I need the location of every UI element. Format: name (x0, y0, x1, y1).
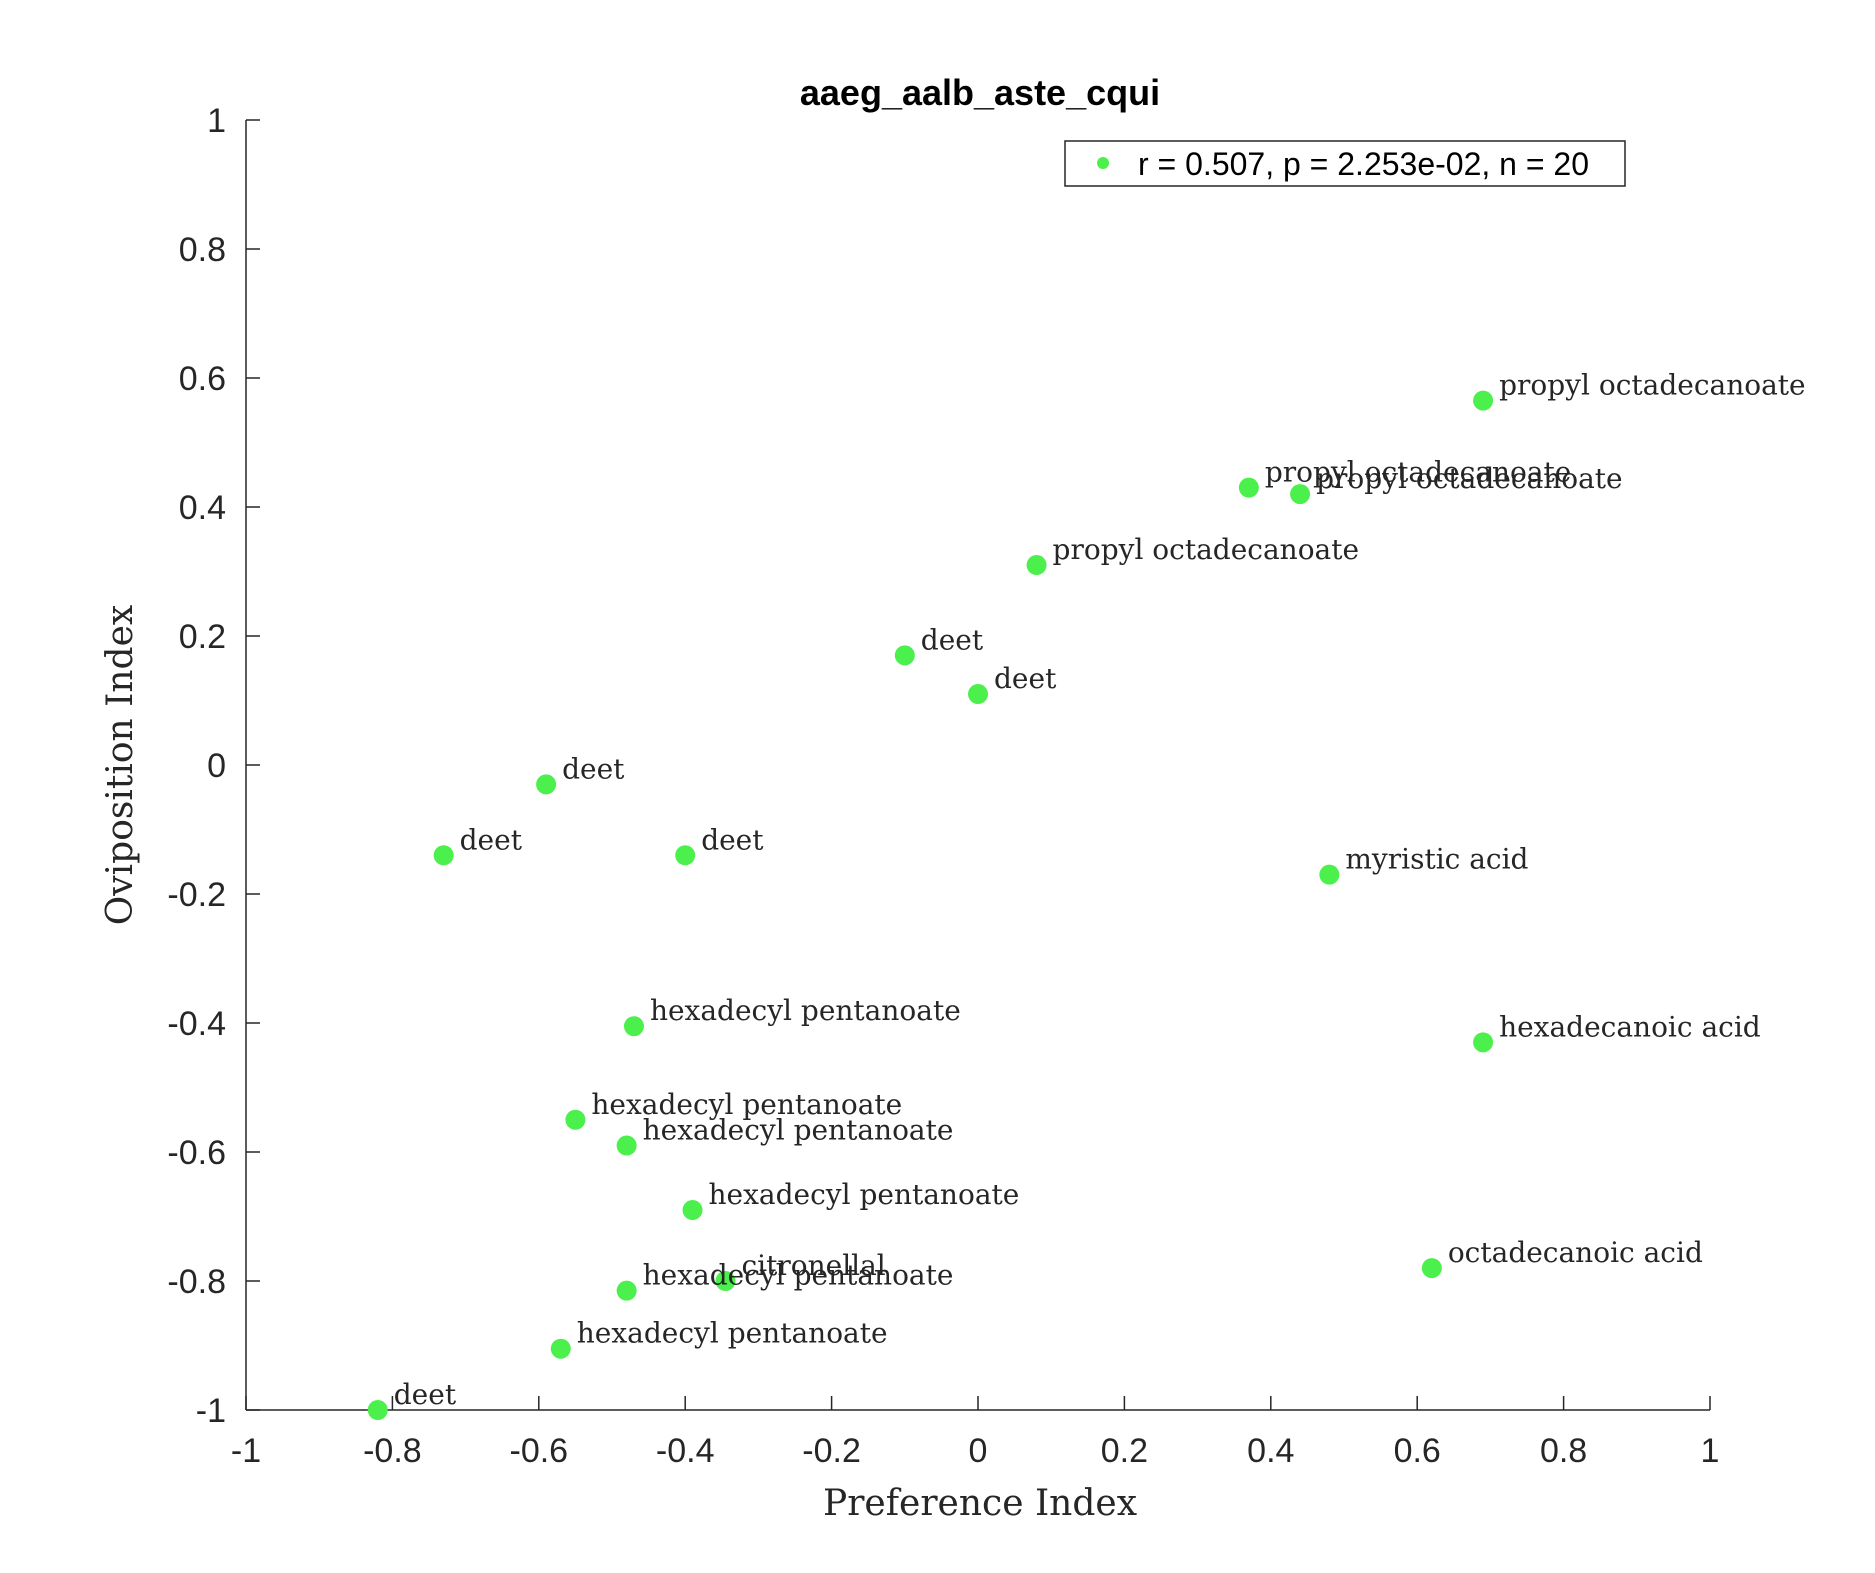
legend-entry: r = 0.507, p = 2.253e-02, n = 20 (1138, 146, 1589, 182)
y-tick-label: 1 (207, 102, 226, 140)
y-tick-label: -0.6 (167, 1134, 226, 1172)
y-tick-label: -0.2 (167, 876, 226, 914)
y-tick-label: 0.4 (179, 489, 226, 527)
point-label: hexadecyl pentanoate (643, 1114, 954, 1147)
point-label: hexadecyl pentanoate (709, 1178, 1020, 1211)
legend: r = 0.507, p = 2.253e-02, n = 20 (1064, 140, 1626, 187)
point-label: propyl octadecanoate (1499, 369, 1806, 402)
y-tick-label: -0.8 (167, 1263, 226, 1301)
point-label: hexadecyl pentanoate (643, 1259, 954, 1292)
legend-box (1064, 140, 1626, 187)
y-tick-label: -0.4 (167, 1005, 226, 1043)
y-axis-title: Oviposition Index (100, 605, 141, 925)
point-label: octadecanoic acid (1448, 1236, 1703, 1269)
data-point (968, 684, 988, 705)
point-label: deet (921, 623, 984, 656)
data-point (1473, 1032, 1494, 1053)
point-label: deet (394, 1378, 457, 1411)
data-point (623, 1016, 644, 1037)
point-label: hexadecyl pentanoate (650, 994, 961, 1027)
x-axis-title: Preference Index (823, 1483, 1137, 1524)
y-tick-label: 0.2 (179, 618, 226, 656)
axes: -1 -0.8 -0.6 -0.4 -0.2 0 0.2 0.4 0.6 0.8 1 -1 -0.8 -0… (167, 102, 1719, 1470)
point-label: propyl octadecanoate (1316, 462, 1623, 495)
point-label: hexadecanoic acid (1499, 1010, 1761, 1043)
data-point (894, 645, 915, 666)
data-point (1319, 864, 1340, 885)
point-label: hexadecyl pentanoate (591, 1088, 902, 1121)
point-label: propyl octadecanoate (1053, 533, 1360, 566)
data-point (536, 774, 557, 795)
chart-title: aaeg_aalb_aste_cqui (800, 72, 1160, 113)
legend-marker (1097, 157, 1109, 169)
data-point (1026, 555, 1047, 576)
x-tick-label: -0.4 (656, 1432, 715, 1470)
x-tick-label: 0 (969, 1432, 988, 1470)
point-label: deet (460, 823, 523, 856)
point-label: hexadecyl pentanoate (577, 1317, 888, 1350)
x-tick-label: 0.2 (1101, 1432, 1148, 1470)
point-label: deet (994, 662, 1057, 695)
y-tick-label: -1 (196, 1392, 226, 1430)
x-tick-label: -0.6 (510, 1432, 569, 1470)
data-point (616, 1280, 637, 1301)
data-point (715, 1271, 736, 1291)
data-point (550, 1338, 571, 1359)
data-point (1290, 484, 1311, 505)
data-point (1238, 477, 1259, 498)
x-tick-label: 1 (1701, 1432, 1720, 1470)
y-tick-label: 0 (207, 747, 226, 785)
y-tick-label: 0.8 (179, 231, 226, 269)
x-tick-label: -1 (231, 1432, 261, 1470)
point-label: propyl octadecanoate (1265, 456, 1572, 489)
data-point (1421, 1258, 1442, 1279)
x-tick-label: -0.2 (802, 1432, 861, 1470)
data-point (433, 845, 454, 866)
data-point (565, 1109, 586, 1130)
point-label: myristic acid (1345, 843, 1528, 876)
data-point (675, 845, 696, 866)
x-tick-label: 0.8 (1540, 1432, 1587, 1470)
y-tick-label: 0.6 (179, 360, 226, 398)
x-tick-label: -0.8 (363, 1432, 422, 1470)
data-point (616, 1135, 637, 1156)
data-point (682, 1200, 703, 1221)
point-label: deet (562, 752, 625, 785)
point-label: citronellal (741, 1249, 885, 1282)
data-point (1473, 390, 1494, 411)
data-points (367, 390, 1494, 1420)
x-tick-label: 0.4 (1247, 1432, 1294, 1470)
point-label: deet (701, 823, 764, 856)
data-point (367, 1400, 388, 1420)
x-tick-label: 0.6 (1394, 1432, 1441, 1470)
